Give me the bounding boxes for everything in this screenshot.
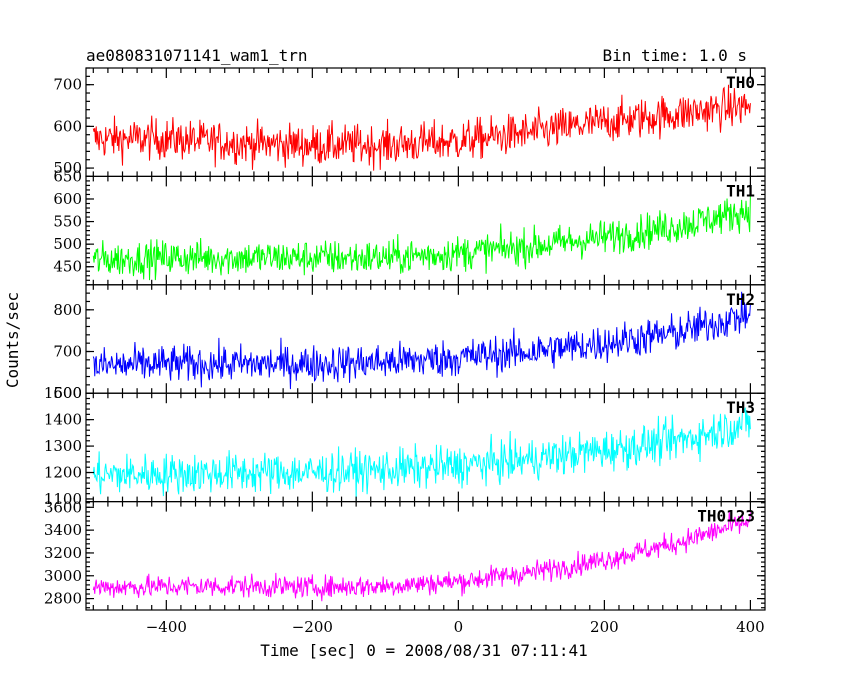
- x-tick-label: −200: [292, 618, 333, 636]
- series-line-th2: [92, 291, 751, 390]
- y-tick-label: 650: [53, 167, 82, 185]
- y-tick-label: 800: [53, 301, 82, 319]
- y-tick-label: 450: [53, 258, 82, 276]
- chart-title: ae080831071141_wam1_trn: [86, 46, 308, 65]
- x-tick-label: 400: [736, 618, 765, 636]
- y-axis-label: Counts/sec: [3, 292, 22, 388]
- panel-frame-th0123: [85, 501, 766, 611]
- y-tick-label: 1200: [44, 464, 82, 482]
- panel-label-th1: TH1: [726, 181, 755, 200]
- panel-label-th0123: TH0123: [697, 507, 755, 526]
- y-tick-label: 500: [53, 159, 82, 177]
- y-tick-label: 700: [53, 76, 82, 94]
- y-tick-label: 1500: [44, 384, 82, 402]
- y-tick-label: 3400: [44, 521, 82, 539]
- panel-frame-th0: [85, 67, 766, 178]
- y-tick-label: 600: [53, 117, 82, 135]
- y-tick-label: 1100: [44, 490, 82, 508]
- x-tick-label: −400: [146, 618, 187, 636]
- y-tick-label: 550: [53, 213, 82, 231]
- x-axis-label: Time [sec] 0 = 2008/08/31 07:11:41: [260, 641, 588, 660]
- series-line-th0123: [92, 512, 751, 602]
- panel-frame-th3: [85, 392, 766, 503]
- y-tick-label: 3200: [44, 544, 82, 562]
- series-line-th3: [92, 407, 751, 502]
- x-tick-label: 200: [590, 618, 619, 636]
- x-tick-label: 0: [454, 618, 464, 636]
- series-line-th0: [92, 84, 751, 171]
- y-tick-label: 1400: [44, 411, 82, 429]
- y-tick-label: 3000: [44, 567, 82, 585]
- y-tick-label: 600: [53, 190, 82, 208]
- bin-time-label: Bin time: 1.0 s: [603, 46, 748, 65]
- panel-label-th0: TH0: [726, 73, 755, 92]
- panel-label-th2: TH2: [726, 290, 755, 309]
- y-tick-label: 500: [53, 235, 82, 253]
- series-line-th1: [92, 195, 751, 281]
- y-tick-label: 1300: [44, 437, 82, 455]
- panel-label-th3: TH3: [726, 398, 755, 417]
- y-tick-label: 600: [53, 384, 82, 402]
- y-tick-label: 2800: [44, 590, 82, 608]
- panels-group: 500 600 700 TH0 450 500 550 600 650 TH1 600 700 800 T…: [44, 67, 766, 636]
- y-tick-label: 3600: [44, 498, 82, 516]
- y-tick-label: 700: [53, 343, 82, 361]
